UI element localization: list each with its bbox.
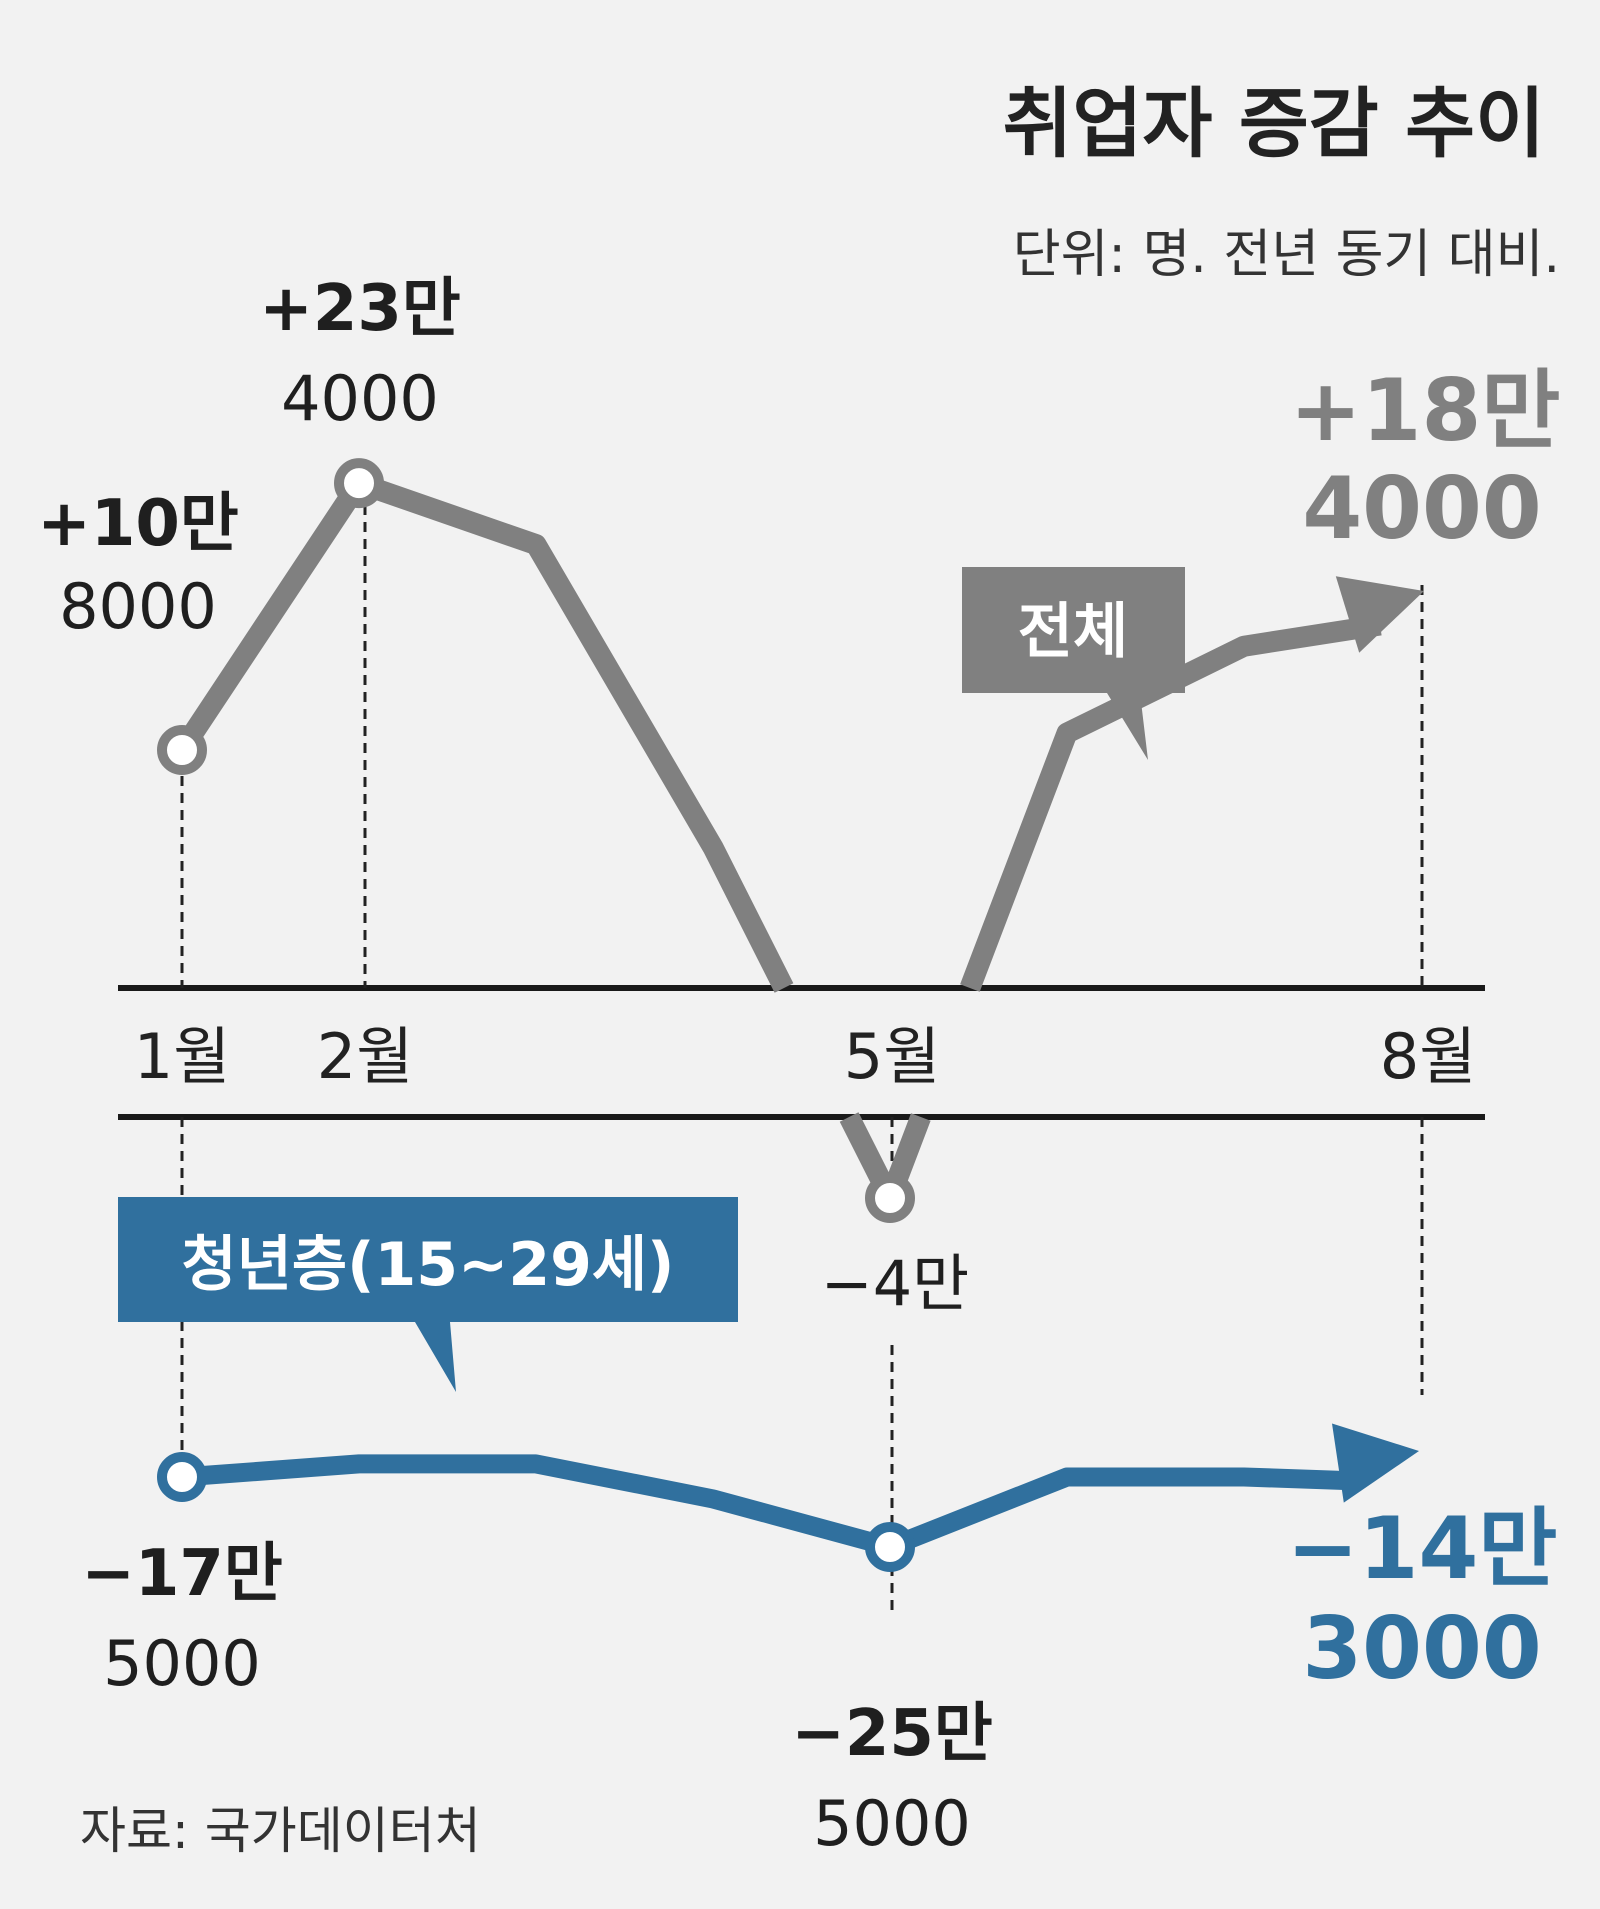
total-label-feb-2: 4000 <box>281 362 439 435</box>
month-label-jan: 1월 <box>134 1020 231 1093</box>
total-point-jan <box>157 725 207 775</box>
youth-label-may-1: −25만 <box>791 1697 993 1771</box>
legend-youth: 청년층(15~29세) <box>118 1197 738 1392</box>
series-youth <box>157 1423 1419 1572</box>
total-arrowhead <box>1335 576 1424 653</box>
legend-youth-box <box>118 1197 738 1392</box>
total-point-feb <box>334 458 384 509</box>
chart-subtitle: 단위: 명. 전년 동기 대비. <box>1013 225 1560 285</box>
series-total <box>157 458 1424 1223</box>
month-label-feb: 2월 <box>317 1020 414 1093</box>
total-label-may: −4만 <box>821 1247 969 1320</box>
total-point-may <box>865 1173 915 1223</box>
youth-label-aug-2: 3000 <box>1302 1599 1541 1699</box>
total-label-jan-1: +10만 <box>37 487 239 561</box>
youth-point-jan <box>157 1452 207 1502</box>
total-line-upper <box>173 472 794 993</box>
legend-youth-label: 청년층(15~29세) <box>182 1230 675 1300</box>
youth-label-jan-1: −17만 <box>81 1537 283 1611</box>
total-label-aug-2: 4000 <box>1302 459 1541 559</box>
youth-label-may-2: 5000 <box>813 1787 971 1860</box>
youth-line <box>181 1454 1360 1557</box>
total-label-aug-1: +18만 <box>1290 361 1561 461</box>
total-label-feb-1: +23만 <box>259 272 461 346</box>
month-label-aug: 8월 <box>1380 1020 1477 1093</box>
chart-title: 취업자 증감 추이 <box>1003 79 1545 168</box>
month-label-may: 5월 <box>844 1020 941 1093</box>
youth-label-aug-1: −14만 <box>1287 1499 1558 1599</box>
legend-total: 전체 <box>962 567 1185 760</box>
total-label-jan-2: 8000 <box>59 570 217 643</box>
youth-point-may <box>865 1522 915 1572</box>
youth-label-jan-2: 5000 <box>103 1627 261 1700</box>
chart-source: 자료: 국가데이터처 <box>80 1802 481 1860</box>
legend-total-box <box>962 567 1185 760</box>
youth-arrowhead <box>1332 1423 1419 1503</box>
legend-total-label: 전체 <box>1018 597 1128 667</box>
